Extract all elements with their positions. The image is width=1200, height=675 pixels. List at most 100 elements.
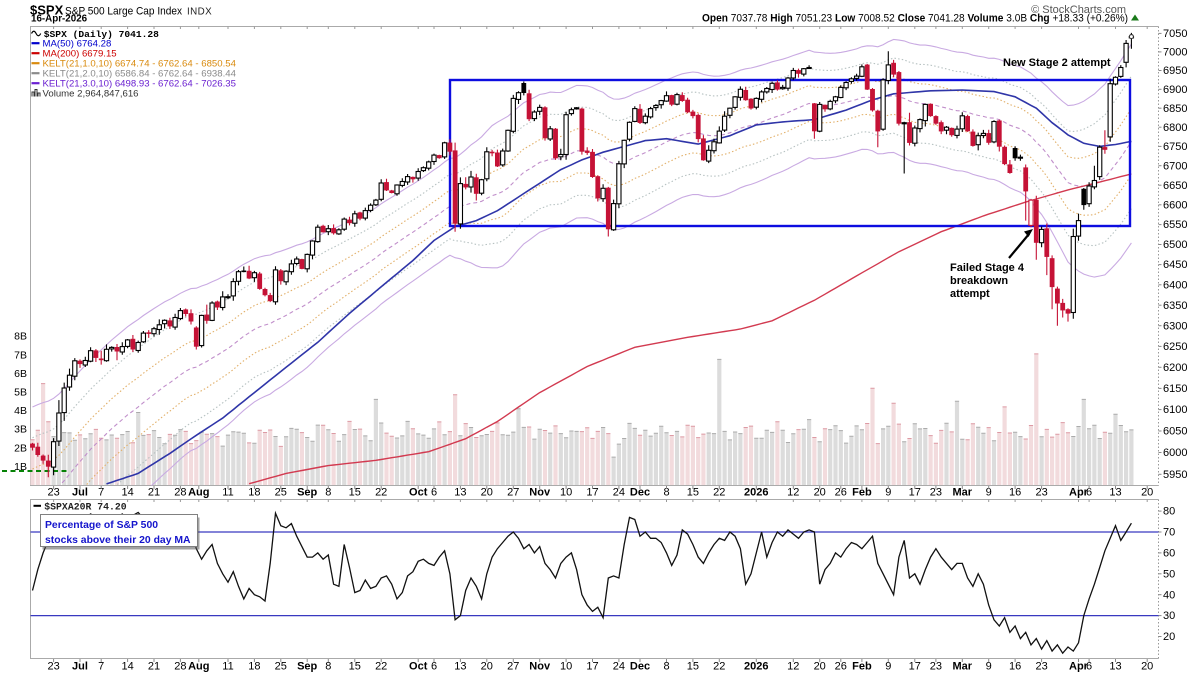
svg-text:11: 11 — [222, 661, 233, 673]
svg-text:28: 28 — [174, 661, 186, 673]
svg-text:MA(50) 6764.28: MA(50) 6764.28 — [43, 39, 112, 50]
svg-text:28: 28 — [174, 487, 186, 499]
svg-text:70: 70 — [1163, 527, 1175, 539]
svg-text:8B: 8B — [14, 331, 27, 343]
svg-text:6200: 6200 — [1163, 362, 1187, 374]
svg-text:40: 40 — [1163, 589, 1175, 601]
svg-text:6450: 6450 — [1163, 259, 1187, 271]
svg-text:5B: 5B — [14, 387, 27, 399]
svg-text:KELT(21,3.0,10) 6498.93 - 6762: KELT(21,3.0,10) 6498.93 - 6762.64 - 7026… — [43, 79, 236, 90]
svg-text:breakdown: breakdown — [950, 275, 1008, 287]
svg-text:23: 23 — [930, 661, 942, 673]
svg-text:21: 21 — [148, 487, 160, 499]
svg-text:6: 6 — [431, 661, 437, 673]
svg-text:Failed Stage 4: Failed Stage 4 — [950, 262, 1025, 274]
svg-text:$SPX: $SPX — [30, 3, 64, 18]
svg-text:15: 15 — [349, 487, 361, 499]
svg-text:17: 17 — [586, 661, 598, 673]
svg-text:Volume 2,964,847,616: Volume 2,964,847,616 — [43, 89, 139, 100]
svg-text:New Stage 2 attempt: New Stage 2 attempt — [1003, 57, 1111, 69]
svg-text:23: 23 — [47, 661, 59, 673]
svg-text:2B: 2B — [14, 442, 27, 454]
svg-text:Apr: Apr — [1069, 661, 1089, 673]
svg-text:22: 22 — [375, 487, 387, 499]
svg-text:Dec: Dec — [630, 487, 650, 499]
svg-text:Feb: Feb — [852, 661, 872, 673]
svg-text:16: 16 — [1009, 661, 1021, 673]
svg-text:6050: 6050 — [1163, 426, 1187, 438]
svg-text:4B: 4B — [14, 405, 27, 417]
svg-text:20: 20 — [1163, 631, 1175, 643]
svg-text:Mar: Mar — [953, 487, 973, 499]
svg-text:Apr: Apr — [1069, 487, 1089, 499]
svg-text:13: 13 — [454, 487, 466, 499]
svg-text:INDX: INDX — [187, 7, 212, 18]
svg-text:Sep: Sep — [297, 487, 317, 499]
svg-text:Nov: Nov — [529, 661, 551, 673]
svg-text:24: 24 — [613, 661, 625, 673]
svg-text:15: 15 — [349, 661, 361, 673]
svg-text:16-Apr-2026: 16-Apr-2026 — [31, 14, 88, 25]
svg-text:80: 80 — [1163, 506, 1175, 518]
svg-text:24: 24 — [613, 487, 625, 499]
svg-text:9: 9 — [986, 661, 992, 673]
svg-text:$SPXA20R 74.20: $SPXA20R 74.20 — [44, 502, 126, 513]
svg-text:MA(200) 6679.15: MA(200) 6679.15 — [43, 49, 117, 60]
svg-text:26: 26 — [835, 487, 847, 499]
svg-text:6600: 6600 — [1163, 199, 1187, 211]
svg-text:2026: 2026 — [744, 487, 768, 499]
svg-text:7050: 7050 — [1163, 28, 1187, 40]
svg-text:20: 20 — [1141, 487, 1153, 499]
svg-text:23: 23 — [930, 487, 942, 499]
svg-text:Aug: Aug — [188, 661, 209, 673]
svg-text:7B: 7B — [14, 349, 27, 361]
svg-text:Mar: Mar — [953, 661, 973, 673]
svg-text:7: 7 — [98, 487, 104, 499]
svg-text:6650: 6650 — [1163, 180, 1187, 192]
svg-text:6B: 6B — [14, 368, 27, 380]
svg-text:20: 20 — [481, 661, 493, 673]
svg-text:6800: 6800 — [1163, 122, 1187, 134]
svg-text:9: 9 — [885, 661, 891, 673]
svg-text:25: 25 — [275, 487, 287, 499]
svg-text:11: 11 — [222, 487, 233, 499]
svg-text:13: 13 — [1109, 487, 1121, 499]
svg-text:KELT(21,1.0,10) 6674.74 - 6762: KELT(21,1.0,10) 6674.74 - 6762.64 - 6850… — [43, 59, 237, 70]
svg-text:© StockCharts.com: © StockCharts.com — [1031, 4, 1126, 16]
svg-text:8: 8 — [663, 661, 669, 673]
svg-text:6350: 6350 — [1163, 300, 1187, 312]
svg-text:16: 16 — [1009, 487, 1021, 499]
svg-text:14: 14 — [121, 661, 133, 673]
svg-text:20: 20 — [1141, 661, 1153, 673]
svg-text:Nov: Nov — [529, 487, 551, 499]
svg-text:27: 27 — [507, 487, 519, 499]
svg-text:8: 8 — [663, 487, 669, 499]
svg-text:6: 6 — [1086, 661, 1092, 673]
svg-text:17: 17 — [909, 661, 921, 673]
svg-text:7: 7 — [98, 661, 104, 673]
svg-text:6950: 6950 — [1163, 65, 1187, 77]
svg-text:10: 10 — [560, 487, 572, 499]
svg-text:6400: 6400 — [1163, 279, 1187, 291]
svg-text:Percentage of S&P 500: Percentage of S&P 500 — [45, 520, 158, 531]
svg-text:Oct: Oct — [409, 661, 428, 673]
svg-text:6300: 6300 — [1163, 320, 1187, 332]
svg-text:6900: 6900 — [1163, 84, 1187, 96]
svg-text:9: 9 — [986, 487, 992, 499]
svg-text:6500: 6500 — [1163, 239, 1187, 251]
svg-text:22: 22 — [713, 661, 725, 673]
svg-text:15: 15 — [687, 661, 699, 673]
svg-text:7000: 7000 — [1163, 47, 1187, 59]
svg-text:22: 22 — [375, 661, 387, 673]
svg-text:6150: 6150 — [1163, 383, 1187, 395]
svg-text:17: 17 — [586, 487, 598, 499]
svg-text:8: 8 — [325, 661, 331, 673]
svg-text:20: 20 — [481, 487, 493, 499]
svg-text:attempt: attempt — [950, 288, 990, 300]
svg-text:6550: 6550 — [1163, 219, 1187, 231]
svg-text:18: 18 — [248, 487, 260, 499]
svg-text:3B: 3B — [14, 424, 27, 436]
svg-text:10: 10 — [560, 661, 572, 673]
svg-text:25: 25 — [275, 661, 287, 673]
svg-text:Jul: Jul — [72, 661, 88, 673]
